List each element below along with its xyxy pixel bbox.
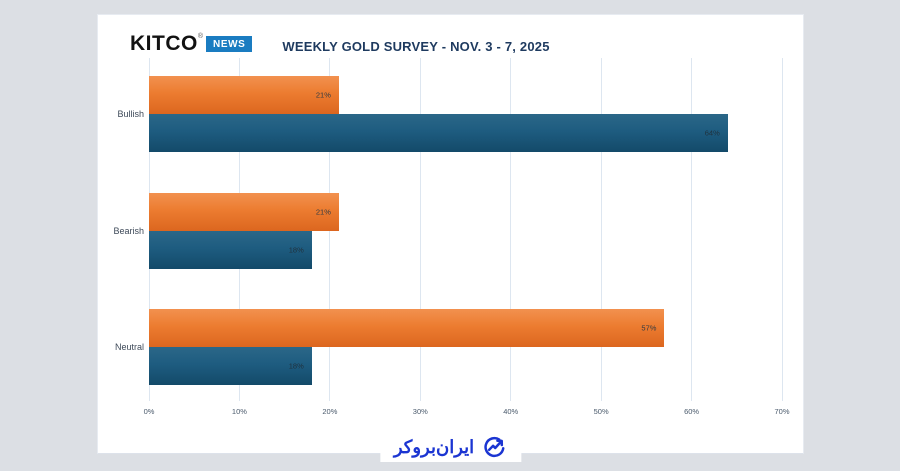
bar-blue: 18% — [149, 347, 312, 385]
iranbroker-logo: ایران‌بروکر — [379, 432, 522, 462]
x-axis-tick-label: 0% — [143, 407, 155, 416]
x-axis-tick-label: 40% — [503, 407, 519, 416]
bar-orange: 57% — [149, 309, 665, 347]
registered-trademark-icon: ® — [197, 32, 203, 40]
iranbroker-wordmark: ایران‌بروکر — [393, 436, 475, 457]
x-axis-tick-label: 50% — [593, 407, 609, 416]
category-label: Bullish — [117, 109, 144, 119]
plot-area: 0% 10% 20% 30% 40% 50% 60% 70% Bullish 21% 64% Bear… — [98, 15, 803, 453]
chart-card: KITCO ® NEWS WEEKLY GOLD SURVEY - NOV. 3 … — [97, 14, 804, 462]
grid-line — [600, 58, 602, 401]
x-axis-tick-label: 10% — [231, 407, 247, 416]
trend-circle-arrow-icon — [484, 436, 505, 458]
x-axis-tick-label: 30% — [412, 407, 428, 416]
bar-value-label: 64% — [704, 128, 720, 138]
bar-orange: 21% — [149, 76, 339, 114]
chart-title: WEEKLY GOLD SURVEY - NOV. 3 - 7, 2025 — [282, 39, 550, 54]
x-axis-tick-label: 20% — [322, 407, 338, 416]
kitco-news-badge: NEWS — [206, 36, 253, 52]
bar-blue: 18% — [149, 231, 312, 269]
x-axis-tick-label: 60% — [684, 407, 700, 416]
grid-line — [781, 58, 783, 401]
category-label: Neutral — [114, 342, 144, 352]
bar-value-label: 57% — [641, 323, 657, 333]
bar-value-label: 21% — [315, 90, 331, 100]
bar-orange: 21% — [149, 193, 339, 231]
bar-value-label: 18% — [288, 361, 304, 371]
grid-line — [419, 58, 421, 401]
x-axis-tick-label: 70% — [774, 407, 790, 416]
kitco-logo: KITCO ® NEWS — [130, 32, 253, 56]
category-label: Bearish — [113, 226, 144, 236]
kitco-wordmark: KITCO — [130, 32, 198, 55]
bar-value-label: 18% — [288, 245, 304, 255]
grid-line — [510, 58, 512, 401]
bar-blue: 64% — [149, 114, 728, 152]
bar-value-label: 21% — [315, 207, 331, 217]
grid-line — [691, 58, 693, 401]
